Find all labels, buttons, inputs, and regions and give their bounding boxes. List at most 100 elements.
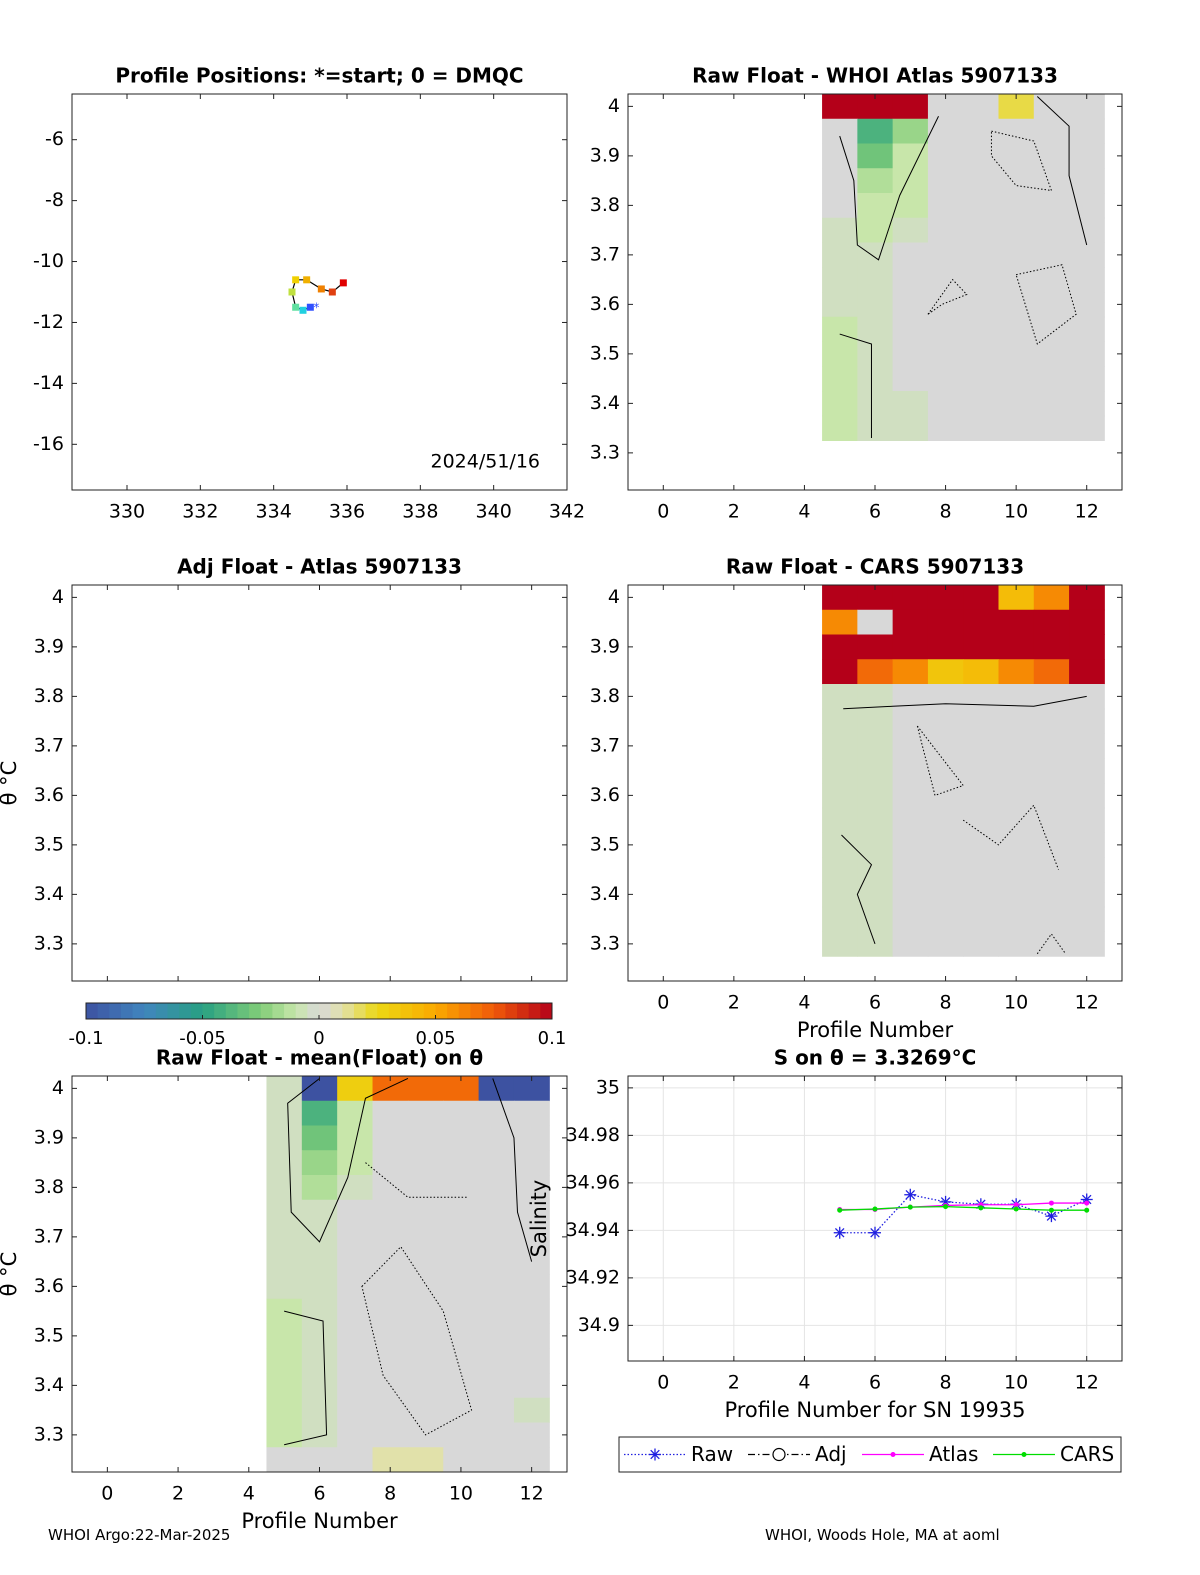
heatmap-cell — [301, 1100, 338, 1126]
heatmap-cell — [927, 857, 964, 883]
heatmap-cell — [892, 292, 929, 318]
heatmap-cells — [822, 94, 1105, 441]
colorbar-segment — [109, 1003, 122, 1019]
y-tick-label: 3.6 — [34, 1275, 64, 1297]
colorbar-segment — [179, 1003, 192, 1019]
y-tick-label: 3.6 — [590, 784, 620, 806]
y-tick-label: -16 — [33, 433, 64, 455]
heatmap-cell — [998, 783, 1035, 809]
x-tick-label: 10 — [449, 1483, 473, 1505]
heatmap-cell — [822, 758, 858, 784]
heatmap-cell — [963, 316, 999, 342]
star-stroke — [834, 1227, 845, 1238]
heatmap-cell — [963, 292, 999, 318]
x-tick-label: 6 — [869, 501, 881, 523]
heatmap-cell — [857, 391, 894, 417]
heatmap-cell — [337, 1348, 374, 1374]
star-stroke — [650, 1449, 660, 1460]
plot-frame — [627, 584, 1123, 982]
data-point-cars — [1084, 1207, 1090, 1213]
heatmap-cell — [1069, 733, 1105, 759]
x-tick-label: 12 — [520, 1483, 544, 1505]
heatmap-cell — [1069, 609, 1105, 635]
data-point-cars — [978, 1205, 984, 1211]
colorbar-segment — [249, 1003, 262, 1019]
y-tick-label: -14 — [33, 372, 64, 394]
heatmap-cell — [963, 415, 999, 441]
heatmap-cell — [1069, 341, 1105, 367]
y-tick-label: 35 — [596, 1076, 620, 1098]
colorbar-segment — [307, 1003, 320, 1019]
colorbar-segment — [202, 1003, 215, 1019]
heatmap-cell — [822, 684, 858, 710]
heatmap-cell — [857, 168, 894, 194]
heatmap-cell — [513, 1348, 550, 1374]
data-point-cars — [907, 1204, 913, 1210]
colorbar-segment — [435, 1003, 448, 1019]
heatmap-cell — [1033, 415, 1070, 441]
heatmap-cell — [443, 1199, 480, 1225]
heatmap-cell — [266, 1397, 303, 1423]
plot-frame — [71, 584, 568, 982]
y-tick-label: 3.6 — [590, 293, 620, 315]
heatmap-cell — [892, 366, 929, 392]
heatmap-cell — [892, 832, 929, 858]
data-point-atlas — [1084, 1200, 1090, 1206]
colorbar-tick-label: 0 — [313, 1028, 324, 1049]
heatmap-cell — [857, 415, 894, 441]
legend-marker-cars — [1021, 1452, 1027, 1457]
heatmap-cell — [301, 1348, 338, 1374]
heatmap-cell — [1069, 832, 1105, 858]
heatmap-cell — [1033, 585, 1070, 611]
colorbar-segment — [388, 1003, 402, 1019]
contour-line — [492, 1078, 533, 1262]
x-tick-label: 8 — [940, 992, 952, 1014]
heatmap-cell — [337, 1100, 374, 1126]
heatmap-cell — [927, 143, 964, 169]
heatmap-cell — [892, 585, 929, 611]
heatmap-cell — [1069, 391, 1105, 417]
heatmap-cell — [892, 634, 929, 660]
contour-line — [284, 1310, 328, 1446]
colorbar-segment — [190, 1003, 203, 1019]
y-tick-label: 3.8 — [34, 685, 64, 707]
y-tick-label: 3.5 — [34, 833, 64, 855]
heatmap-cell — [892, 807, 929, 833]
y-tick-label: 3.3 — [34, 1423, 64, 1445]
heatmap-cell — [927, 783, 964, 809]
heatmap-cell — [301, 1150, 338, 1176]
y-tick-label: 4 — [52, 1077, 64, 1099]
heatmap-cell — [857, 659, 894, 685]
heatmap-cell — [998, 193, 1035, 219]
heatmap-cell — [927, 391, 964, 417]
heatmap-cell — [927, 931, 964, 957]
y-tick-label: 4 — [608, 586, 620, 608]
heatmap-cell — [478, 1150, 515, 1176]
heatmap-cell — [266, 1447, 303, 1473]
heatmap-cell — [372, 1274, 409, 1300]
heatmap-cell — [372, 1249, 409, 1275]
heatmap-cell — [998, 659, 1035, 685]
plot-frame — [71, 1075, 568, 1473]
heatmap-cell — [822, 391, 858, 417]
heatmap-cell — [266, 1274, 303, 1300]
y-tick-label: -8 — [45, 189, 64, 211]
heatmap-cell — [1069, 217, 1105, 243]
heatmap-cell — [372, 1373, 409, 1399]
heatmap-cell — [443, 1150, 480, 1176]
heatmap-cell — [822, 906, 858, 932]
colorbar-segment — [528, 1003, 541, 1019]
heatmap-cell — [407, 1274, 444, 1300]
colorbar-segment — [144, 1003, 157, 1019]
heatmap-cell — [301, 1373, 338, 1399]
data-point-raw — [833, 1226, 846, 1239]
colorbar-segment — [493, 1003, 506, 1019]
heatmap-cell — [857, 634, 894, 660]
heatmap-cell — [1033, 168, 1070, 194]
x-tick-label: 8 — [940, 1372, 952, 1394]
heatmap-cell — [892, 659, 929, 685]
heatmap-cell — [301, 1224, 338, 1250]
chart-title: Raw Float - WHOI Atlas 5907133 — [692, 64, 1058, 88]
colorbar-segment — [458, 1003, 471, 1019]
contour-line-dotted — [1036, 933, 1066, 955]
